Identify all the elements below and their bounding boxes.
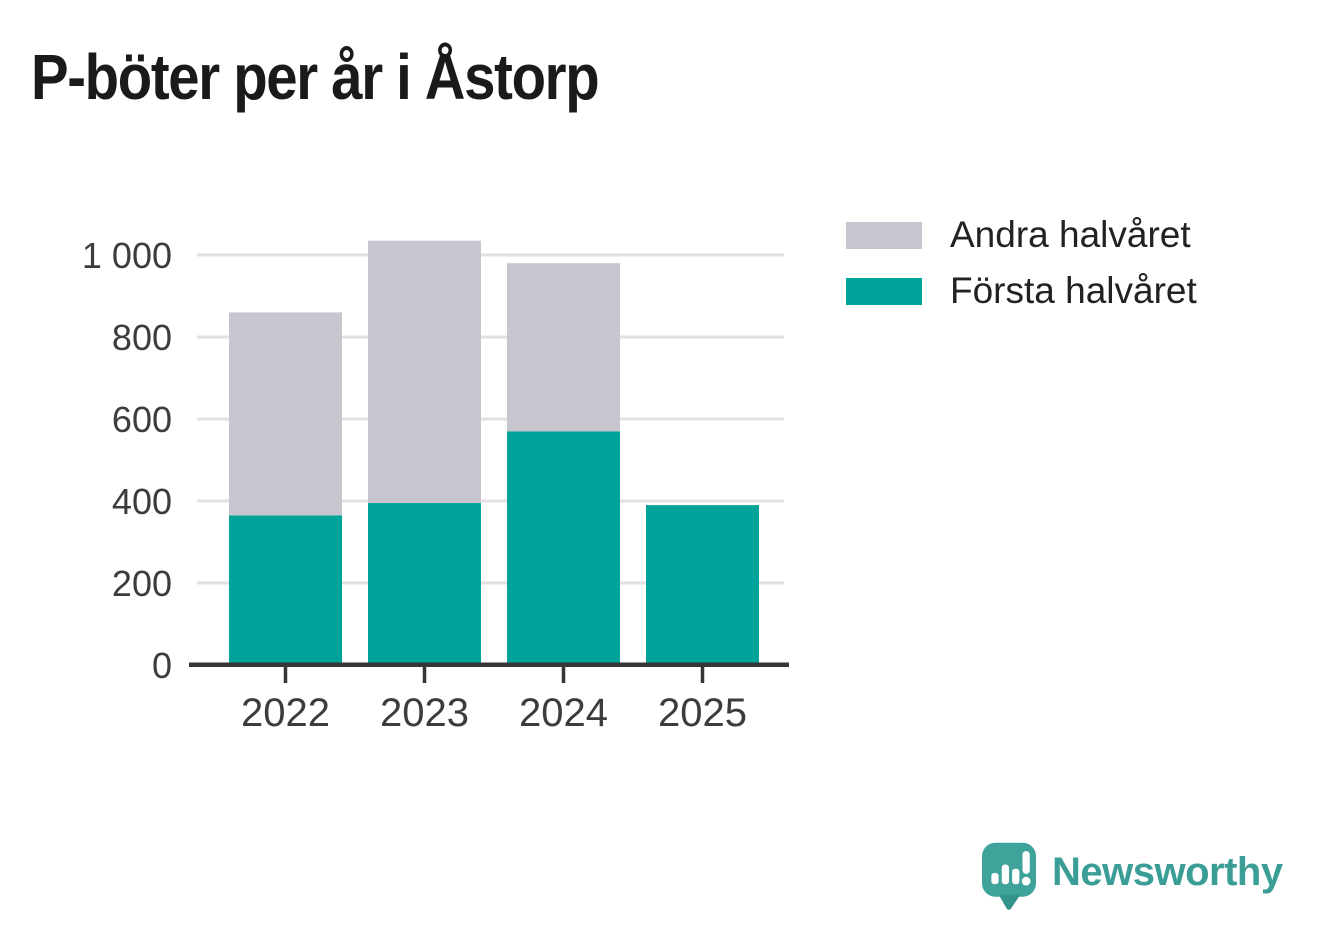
x-tick-label: 2024 <box>519 691 608 735</box>
bar-segment-2023 <box>368 240 481 504</box>
bar-segment-2023 <box>368 503 481 665</box>
bar-segment-2025 <box>646 505 759 665</box>
legend-swatch <box>846 277 922 305</box>
y-tick-label: 1 000 <box>82 235 172 276</box>
bar-segment-2024 <box>507 431 620 665</box>
y-tick-label: 400 <box>112 481 172 522</box>
y-tick-label: 600 <box>112 399 172 440</box>
x-tick-label: 2022 <box>241 691 330 735</box>
y-tick-label: 800 <box>112 317 172 358</box>
legend-item-1: Första halvåret <box>846 263 1197 319</box>
x-axis-line <box>189 662 789 667</box>
y-tick-label: 0 <box>152 645 172 686</box>
bar-segment-2024 <box>507 263 620 432</box>
bar-segment-2022 <box>229 515 342 665</box>
y-tick-label: 200 <box>112 563 172 604</box>
chart-legend: Andra halvåret Första halvåret <box>846 207 1197 319</box>
legend-label: Andra halvåret <box>950 214 1191 255</box>
legend-swatch <box>846 221 922 249</box>
chart-title: P-böter per år i Åstorp <box>31 41 600 113</box>
newsworthy-speech-bubble-bar-chart-icon <box>982 842 1036 910</box>
brand-name-text: Newsworthy <box>1052 849 1283 894</box>
brand-logo: Newsworthy <box>982 842 1283 912</box>
x-tick-label: 2025 <box>658 691 747 735</box>
stacked-bar-chart: 2022 2023 2024 2025 0 200 400 600 800 1 000 <box>82 235 789 735</box>
legend-item-0: Andra halvåret <box>846 207 1197 263</box>
x-tick-label: 2023 <box>380 691 469 735</box>
legend-label: Första halvåret <box>950 270 1197 311</box>
bar-segment-2022 <box>229 312 342 516</box>
